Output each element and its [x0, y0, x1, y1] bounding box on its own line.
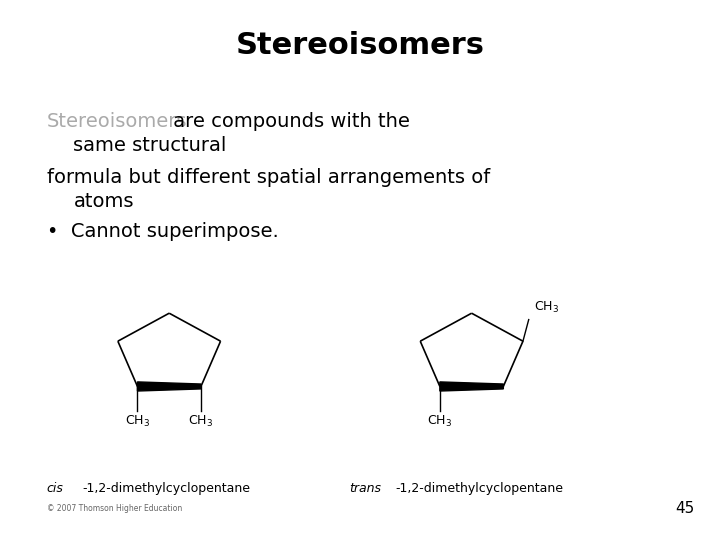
Text: cis: cis	[47, 482, 63, 495]
Text: Stereoisomers: Stereoisomers	[47, 112, 187, 131]
Text: -1,2-dimethylcyclopentane: -1,2-dimethylcyclopentane	[83, 482, 251, 495]
Text: formula but different spatial arrangements of: formula but different spatial arrangemen…	[47, 167, 490, 187]
Text: 45: 45	[675, 501, 695, 516]
Polygon shape	[440, 382, 503, 391]
Text: -1,2-dimethylcyclopentane: -1,2-dimethylcyclopentane	[395, 482, 563, 495]
Text: trans: trans	[349, 482, 381, 495]
Text: © 2007 Thomson Higher Education: © 2007 Thomson Higher Education	[47, 504, 182, 513]
Text: Stereoisomers: Stereoisomers	[235, 31, 485, 60]
Text: atoms: atoms	[73, 192, 134, 211]
Text: same structural: same structural	[73, 136, 227, 156]
Text: CH$_3$: CH$_3$	[427, 414, 452, 429]
Text: •  Cannot superimpose.: • Cannot superimpose.	[47, 221, 279, 241]
Text: CH$_3$: CH$_3$	[534, 300, 559, 315]
Text: are compounds with the: are compounds with the	[167, 112, 410, 131]
Text: CH$_3$: CH$_3$	[189, 414, 214, 429]
Polygon shape	[138, 382, 201, 391]
Text: CH$_3$: CH$_3$	[125, 414, 150, 429]
